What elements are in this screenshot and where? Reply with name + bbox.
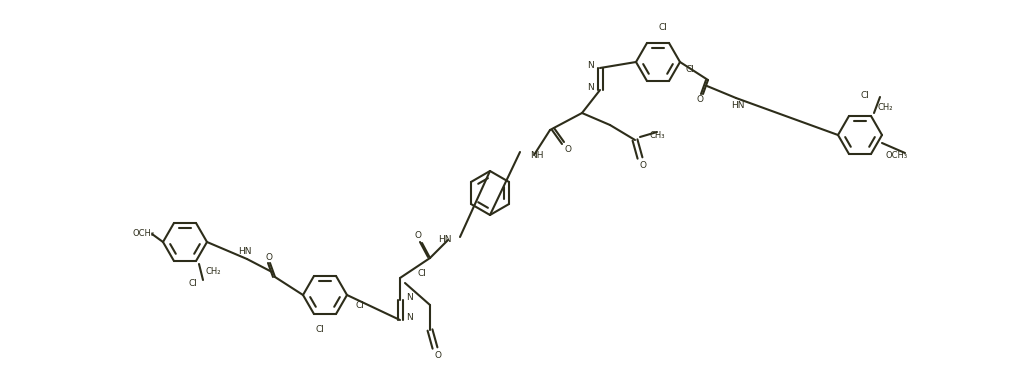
Text: HN: HN <box>731 102 744 111</box>
Text: O: O <box>434 350 441 359</box>
Text: OCH₃: OCH₃ <box>885 150 907 159</box>
Text: HN: HN <box>238 247 252 256</box>
Text: N: N <box>406 293 413 302</box>
Text: N: N <box>587 61 594 70</box>
Text: O: O <box>565 146 572 155</box>
Text: Cl: Cl <box>659 23 668 32</box>
Text: NH: NH <box>530 150 543 159</box>
Text: O: O <box>414 232 421 241</box>
Text: N: N <box>587 82 594 91</box>
Text: HN: HN <box>438 235 452 244</box>
Text: Cl: Cl <box>418 268 427 277</box>
Text: O: O <box>639 161 646 170</box>
Text: OCH₃: OCH₃ <box>133 229 155 238</box>
Text: CH₃: CH₃ <box>650 130 666 139</box>
Text: Cl: Cl <box>189 279 197 288</box>
Text: N: N <box>406 312 413 321</box>
Text: CH₂: CH₂ <box>878 103 894 112</box>
Text: Cl: Cl <box>355 300 364 309</box>
Text: CH₂: CH₂ <box>205 267 220 276</box>
Text: O: O <box>697 96 704 105</box>
Text: Cl: Cl <box>315 324 324 334</box>
Text: O: O <box>266 253 273 261</box>
Text: Cl: Cl <box>685 65 694 74</box>
Text: Cl: Cl <box>861 91 870 100</box>
